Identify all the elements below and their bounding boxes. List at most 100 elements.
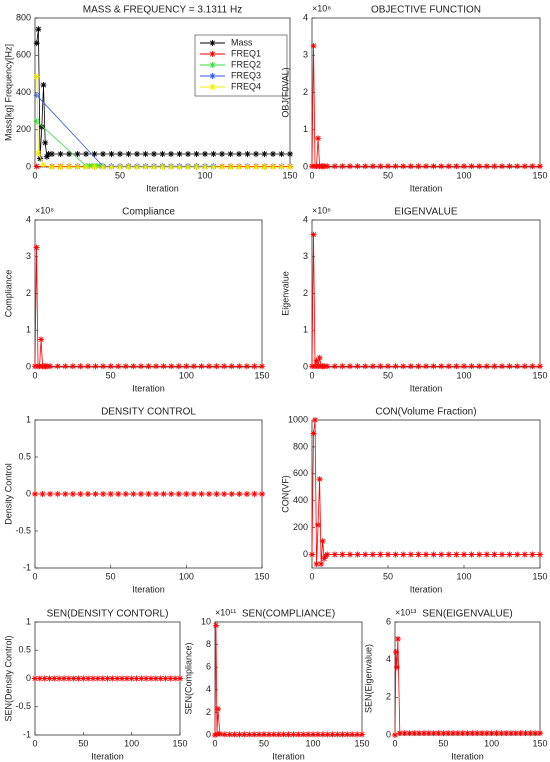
data-point xyxy=(62,491,69,497)
data-point xyxy=(77,491,84,497)
data-point xyxy=(251,363,258,370)
plot-area xyxy=(311,17,541,168)
data-point xyxy=(312,417,319,423)
data-point xyxy=(253,164,259,170)
panel: EIGENVALUE Iteration Eigenvalue ×10⁶ 0 50 100 1… xyxy=(280,205,547,393)
y-tick-label: 2 xyxy=(303,87,308,97)
data-point xyxy=(236,150,242,157)
data-point xyxy=(244,164,251,170)
data-point xyxy=(241,731,248,738)
y-scale-label: ×10¹¹ xyxy=(215,607,236,617)
data-point xyxy=(190,363,197,370)
data-point xyxy=(54,491,61,497)
data-point xyxy=(339,731,346,738)
data-point xyxy=(219,164,225,170)
data-point xyxy=(216,730,223,737)
data-point xyxy=(521,551,528,558)
data-point xyxy=(90,675,96,682)
data-point xyxy=(354,363,361,370)
data-point xyxy=(202,150,208,157)
data-point xyxy=(137,491,144,497)
y-tick-label: 6 xyxy=(206,662,211,672)
data-point xyxy=(461,163,467,170)
data-point xyxy=(39,491,46,497)
data-point xyxy=(210,164,217,170)
data-point xyxy=(117,150,123,157)
x-tick-label: 50 xyxy=(383,571,393,581)
legend-label: Mass xyxy=(231,37,253,47)
data-point xyxy=(438,163,445,170)
x-tick-label: 0 xyxy=(309,370,314,380)
x-axis-label: Iteration xyxy=(132,383,165,393)
data-point xyxy=(313,357,320,364)
data-point xyxy=(104,675,111,682)
data-point xyxy=(38,336,45,343)
panel-title: Compliance xyxy=(122,207,175,218)
data-point xyxy=(91,150,98,157)
data-point xyxy=(115,363,122,370)
data-point xyxy=(319,731,326,738)
data-point xyxy=(265,731,272,738)
data-point xyxy=(32,675,38,682)
data-point xyxy=(221,363,228,370)
data-point xyxy=(461,551,467,558)
data-point xyxy=(56,675,63,682)
data-point xyxy=(315,521,322,528)
data-point xyxy=(310,731,316,738)
data-point xyxy=(459,730,466,737)
y-tick-label: 1 xyxy=(303,325,308,335)
data-point xyxy=(324,731,331,738)
x-tick-label: 0 xyxy=(309,571,314,581)
data-point xyxy=(162,675,169,682)
data-point xyxy=(324,363,331,370)
x-axis-label: Iteration xyxy=(410,584,443,594)
data-point xyxy=(251,491,258,497)
y-tick-label: 0.5 xyxy=(18,645,31,655)
y-tick-label: 0 xyxy=(26,161,31,171)
data-point xyxy=(168,150,174,157)
y-axis-label: CON(VF) xyxy=(280,475,290,513)
data-point xyxy=(476,551,483,558)
data-point xyxy=(125,150,132,157)
data-point xyxy=(362,551,369,558)
data-point xyxy=(321,163,328,170)
data-point xyxy=(314,731,321,738)
data-point xyxy=(35,150,42,157)
data-point xyxy=(474,730,481,737)
data-point xyxy=(151,150,157,157)
x-tick-label: 100 xyxy=(124,738,139,748)
x-tick-label: 150 xyxy=(254,370,269,380)
data-point xyxy=(125,164,132,170)
data-point xyxy=(394,635,401,642)
data-point xyxy=(100,491,107,497)
data-point xyxy=(33,73,40,80)
data-point xyxy=(537,551,543,558)
data-point xyxy=(407,363,414,370)
legend-marker xyxy=(209,51,216,57)
data-point xyxy=(96,162,103,169)
data-point xyxy=(438,551,445,558)
data-point xyxy=(109,675,116,682)
data-point xyxy=(521,163,528,170)
y-tick-label: 2 xyxy=(206,707,211,717)
data-point xyxy=(313,163,320,170)
data-point xyxy=(148,675,154,682)
data-point xyxy=(130,363,137,370)
x-axis-label: Iteration xyxy=(410,383,443,393)
data-point xyxy=(416,730,423,737)
data-point xyxy=(339,363,346,370)
data-point xyxy=(227,164,234,170)
data-point xyxy=(137,363,144,370)
data-point xyxy=(423,363,429,370)
data-point xyxy=(122,491,129,497)
data-point xyxy=(193,164,200,170)
data-point xyxy=(107,363,114,370)
data-point xyxy=(259,491,265,497)
data-point xyxy=(483,730,490,737)
data-point xyxy=(159,150,166,157)
y-tick-label: 400 xyxy=(16,87,31,97)
x-tick-label: 150 xyxy=(532,170,547,180)
data-point xyxy=(421,730,427,737)
data-point xyxy=(228,491,235,497)
y-tick-label: 6 xyxy=(386,616,391,626)
